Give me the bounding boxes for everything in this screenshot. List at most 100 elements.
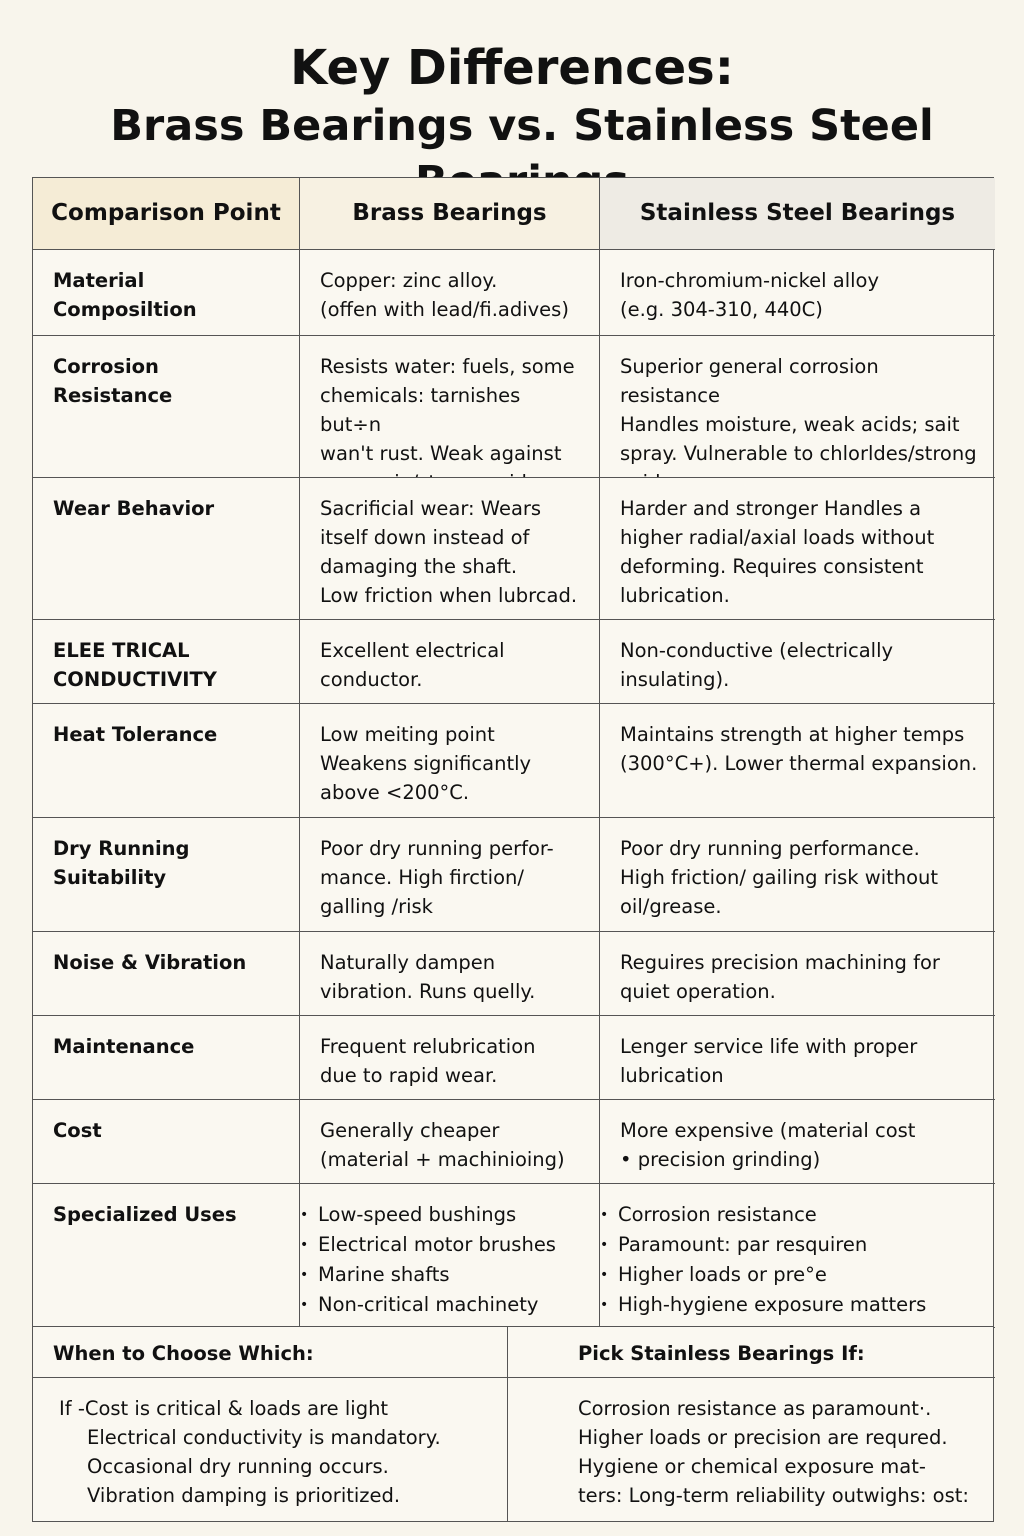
text-line: ammonia/strong acids. bbox=[320, 468, 587, 477]
text-line: mance. High firction/ bbox=[320, 866, 524, 889]
row-label: Dry Running Suitability bbox=[33, 818, 300, 932]
row-label: Specialized Uses bbox=[33, 1184, 300, 1328]
text-line: damaging the shaft. bbox=[320, 555, 518, 578]
bullet-item: Non-critical machinety bbox=[318, 1290, 587, 1320]
text-line: (e.g. 304-310, 440C) bbox=[620, 298, 823, 321]
bullet-item: Marine shafts bbox=[318, 1260, 587, 1290]
text-line: Lenger service life with proper bbox=[620, 1035, 918, 1058]
label-line: Composiltion bbox=[53, 298, 197, 321]
text-line: Naturally dampen bbox=[320, 951, 496, 974]
text-line: Harder and stronger Handles a bbox=[620, 497, 922, 520]
stainless-cell: Non-conductive (electrically insulating). bbox=[600, 620, 995, 704]
text-line: Non-conductive (electrically bbox=[620, 639, 894, 662]
title: Key Differences: bbox=[290, 40, 734, 96]
brass-cell: Resists water: fuels, some chemicals: tar… bbox=[300, 336, 600, 478]
label-line: Corrosion bbox=[53, 355, 159, 378]
text-line: above <200°C. bbox=[320, 781, 470, 804]
text-line: spray. Vulnerable to chlorldes/strong bbox=[620, 442, 977, 465]
stainless-cell: Poor dry running performance. High fricti… bbox=[600, 818, 995, 932]
row-label: Cost bbox=[33, 1100, 300, 1184]
text-line: Weakens significantly bbox=[320, 752, 532, 775]
stainless-cell: Iron-chromium-nickel alloy (e.g. 304-310,… bbox=[600, 250, 995, 336]
label-line: Resistance bbox=[53, 384, 173, 407]
brass-cell: Generally cheaper (material + machinioing… bbox=[300, 1100, 600, 1184]
stainless-cell: More expensive (material cost • precision… bbox=[600, 1100, 995, 1184]
label-line: Material bbox=[53, 269, 145, 292]
section-title: When to Choose Which: bbox=[33, 1327, 508, 1378]
text-line: Resists water: fuels, some bbox=[320, 355, 575, 378]
label-line: Cost bbox=[53, 1119, 102, 1142]
text-line: ters: Long-term reliability outwighs: os… bbox=[578, 1484, 969, 1507]
label-line: ELEE TRICAL bbox=[53, 639, 190, 662]
text-line: insulating). bbox=[620, 668, 730, 691]
bullet-item: Electrical motor brushes bbox=[318, 1230, 587, 1260]
label-line: CONDUCTIVITY bbox=[53, 668, 217, 691]
text-line: Electrical conductivity is mandatory. bbox=[87, 1426, 441, 1449]
text-line: wan't rust. Weak against bbox=[320, 442, 562, 465]
comparison-table: Comparison Point Brass Bearings Stainless … bbox=[32, 177, 995, 1328]
brass-cell: Copper: zinc alloy. (offen with lead/fi.a… bbox=[300, 250, 600, 336]
brass-cell: Low-speed bushingsElectrical motor brush… bbox=[300, 1184, 600, 1328]
section-title: Pick Stainless Bearings If: bbox=[508, 1327, 995, 1378]
text-line: High friction/ gailing risk without bbox=[620, 866, 939, 889]
label-line: Suitability bbox=[53, 866, 167, 889]
label-line: Specialized Uses bbox=[53, 1203, 237, 1226]
text-line: conductor. bbox=[320, 668, 423, 691]
text-line: Superior general corrosion resistance bbox=[620, 355, 879, 407]
row-label: Maintenance bbox=[33, 1016, 300, 1100]
text-line: Hygiene or chemical exposure mat- bbox=[578, 1455, 926, 1478]
row-label: Material Composiltion bbox=[33, 250, 300, 336]
text-line: oil/grease. bbox=[620, 895, 722, 918]
text-line: (material + machinioing) bbox=[320, 1148, 565, 1171]
text-line: chemicals: tarnishes but÷n bbox=[320, 384, 521, 436]
text-line: lubrication. bbox=[620, 584, 730, 607]
brass-cell: Sacrificial wear: Wears itself down inste… bbox=[300, 478, 600, 620]
bullet-item: Corrosion resistance bbox=[618, 1200, 983, 1230]
text-line: itself down instead of bbox=[320, 526, 530, 549]
text-line: More expensive (material cost bbox=[620, 1119, 916, 1142]
brass-cell: Naturally dampen vibration. Runs quelly. bbox=[300, 932, 600, 1016]
row-label: Heat Tolerance bbox=[33, 704, 300, 818]
text-line: Excellent electrical bbox=[320, 639, 505, 662]
text-line: Sacrificial wear: Wears bbox=[320, 497, 542, 520]
label-line: Noise & Vibration bbox=[53, 951, 247, 974]
row-label: Wear Behavior bbox=[33, 478, 300, 620]
text-line: due to rapid wear. bbox=[320, 1064, 498, 1087]
bullet-item: Paramount: par resquiren bbox=[618, 1230, 983, 1260]
stainless-cell: Reguires precision machining for quiet op… bbox=[600, 932, 995, 1016]
choose-list: Corrosion resistance as paramount·. Highe… bbox=[508, 1378, 995, 1522]
text-line: Maintains strength at higher temps bbox=[620, 723, 965, 746]
text-line: Generally cheaper bbox=[320, 1119, 500, 1142]
row-label: Noise & Vibration bbox=[33, 932, 300, 1016]
text-line: If -Cost is critical & loads are light bbox=[59, 1397, 389, 1420]
text-line: Iron-chromium-nickel alloy bbox=[620, 269, 880, 292]
stainless-cell: Superior general corrosion resistance Han… bbox=[600, 336, 995, 478]
column-header: Comparison Point bbox=[33, 178, 300, 250]
stainless-cell: Harder and stronger Handles a higher radi… bbox=[600, 478, 995, 620]
choose-section: When to Choose Which: Pick Stainless Bear… bbox=[32, 1327, 995, 1522]
bullet-item: Low-speed bushings bbox=[318, 1200, 587, 1230]
text-line: Vibration damping is prioritized. bbox=[87, 1484, 401, 1507]
stainless-cell: Corrosion resistanceParamount: par resqu… bbox=[600, 1184, 995, 1328]
bullet-item: High-hygiene exposure matters bbox=[618, 1290, 983, 1320]
text-line: Low meiting point bbox=[320, 723, 495, 746]
choose-list: If -Cost is critical & loads are light El… bbox=[33, 1378, 508, 1522]
label-line: Heat Tolerance bbox=[53, 723, 218, 746]
column-header: Stainless Steel Bearings bbox=[600, 178, 995, 250]
text-line: Handles moisture, weak acids; sait bbox=[620, 413, 960, 436]
text-line: • precision grinding) bbox=[620, 1148, 821, 1171]
text-line: acids. bbox=[620, 468, 983, 477]
text-line: Copper: zinc alloy. bbox=[320, 269, 498, 292]
text-line: vibration. Runs quelly. bbox=[320, 980, 536, 1003]
label-line: Dry Running bbox=[53, 837, 190, 860]
brass-cell: Low meiting point Weakens significantly ab… bbox=[300, 704, 600, 818]
text-line: Low friction when lubrcad. bbox=[320, 584, 578, 607]
text-line: Corrosion resistance as paramount·. bbox=[578, 1397, 932, 1420]
column-header: Brass Bearings bbox=[300, 178, 600, 250]
text-line: Higher loads or precision are requred. bbox=[578, 1426, 948, 1449]
text-line: galling /risk bbox=[320, 895, 433, 918]
row-label: Corrosion Resistance bbox=[33, 336, 300, 478]
brass-cell: Frequent relubrication due to rapid wear. bbox=[300, 1016, 600, 1100]
text-line: Poor dry running performance. bbox=[620, 837, 920, 860]
